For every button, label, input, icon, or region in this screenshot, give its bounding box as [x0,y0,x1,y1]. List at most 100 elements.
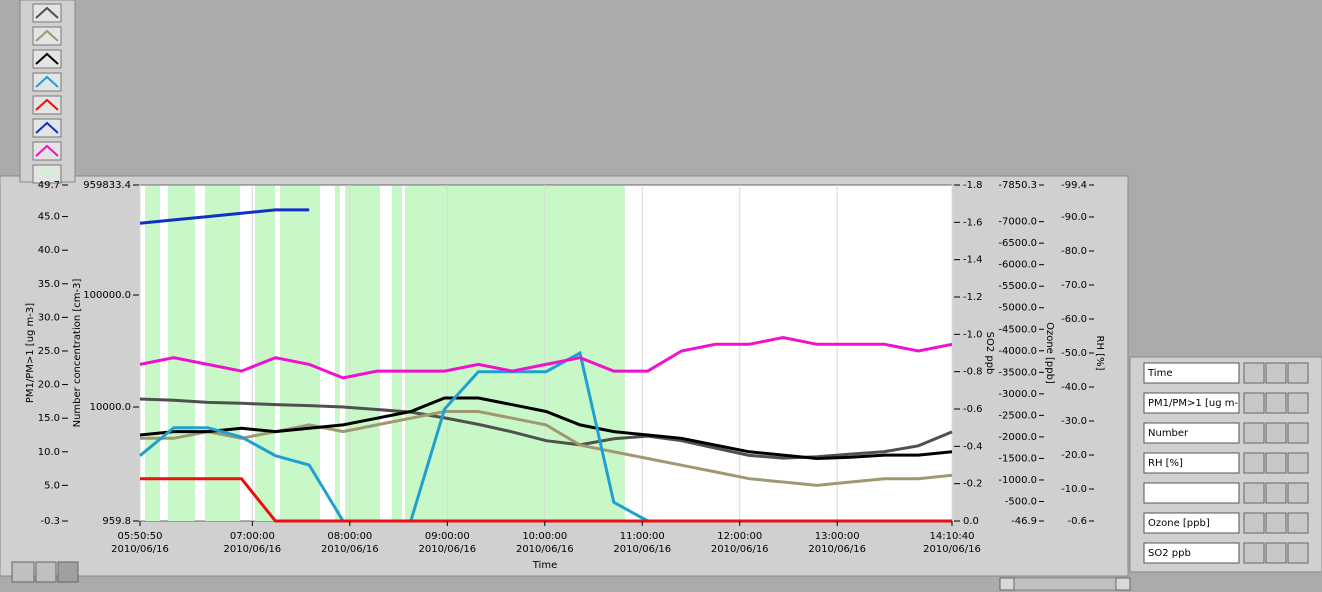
y-tick-label: -4500.0 [998,324,1037,335]
legend-icon [35,98,59,111]
y-tick-label: -40.0 [1061,382,1087,393]
scale-button[interactable] [1265,482,1287,504]
scale-button[interactable] [1243,512,1265,534]
y-axis-title: Number concentration [cm-3] [72,279,83,428]
scale-button[interactable] [1287,482,1309,504]
scale-name: PM1/PM>1 [ug m- [1148,398,1238,409]
scale-name-box [1143,542,1240,564]
y-tick-label: -1.2 [963,292,983,303]
cursor-tool[interactable] [11,561,35,583]
legend-icon [35,167,59,180]
y-tick-label: -0.4 [963,441,983,452]
y-tick-label: -0.2 [963,479,983,490]
y-tick-label: 25.0 [38,346,60,357]
scale-button[interactable] [1265,452,1287,474]
y-tick-label: -1500.0 [998,453,1037,464]
scale-name: SO2 ppb [1148,548,1191,559]
legend-icon [35,52,59,65]
scroll-left[interactable] [999,577,1015,591]
scale-name-box [1143,482,1240,504]
y-tick-label: 35.0 [38,279,60,290]
scale-button[interactable] [1243,362,1265,384]
shaded-span [404,186,625,521]
x-tick-label: 14:10:40 [930,531,975,542]
y-tick-label: 10000.0 [90,402,131,413]
y-tick-label: 49.7 [38,180,60,191]
y-tick-label: -10.0 [1061,484,1087,495]
shaded-span [145,186,161,521]
x-tick-date: 2010/06/16 [224,544,282,555]
scale-button[interactable] [1243,542,1265,564]
legend-icon [35,6,59,19]
x-tick-date: 2010/06/16 [418,544,476,555]
series-line [139,396,953,461]
y-tick-label: 20.0 [38,380,60,391]
scale-name: Number [1148,428,1189,439]
x-tick-date: 2010/06/16 [808,544,866,555]
legend-icon-box [32,72,62,92]
y-tick-label: 40.0 [38,245,60,256]
y-tick-label: -60.0 [1061,314,1087,325]
y-tick-label: -90.0 [1061,212,1087,223]
shaded-span [334,186,341,521]
shaded-span [280,186,320,521]
scale-button[interactable] [1265,512,1287,534]
scale-button[interactable] [1287,362,1309,384]
scale-button[interactable] [1243,422,1265,444]
scale-button[interactable] [1265,362,1287,384]
y-tick-label: -0.3 [40,516,60,527]
series-line [140,477,952,523]
y-tick-label: -46.9 [1011,516,1037,527]
y-axis-title: PM1/PM>1 [ug m-3] [25,303,36,403]
scale-name: RH [%] [1148,458,1183,469]
scale-button[interactable] [1243,482,1265,504]
x-tick-label: 07:00:00 [230,531,275,542]
y-axis-title: Ozone [ppb] [1044,322,1055,384]
shaded-span [254,186,275,521]
series-line [139,397,953,460]
scale-button[interactable] [1287,542,1309,564]
x-tick-date: 2010/06/16 [111,544,169,555]
scroll-right[interactable] [1115,577,1131,591]
scale-name-box [1143,422,1240,444]
legend-icon-box [32,118,62,138]
scrollbar-track[interactable] [999,577,1131,591]
scale-button[interactable] [1243,392,1265,414]
scale-button[interactable] [1287,512,1309,534]
scale-name-box [1143,512,1240,534]
pan-tool[interactable] [57,561,79,583]
legend-icon-box [32,164,62,184]
toolbar [11,561,79,583]
y-tick-label: 100000.0 [83,290,131,301]
legend-icon-box [32,3,62,23]
x-tick-label: 05:50:50 [118,531,163,542]
scale-name: Time [1147,368,1172,379]
y-tick-label: -7850.3 [998,180,1037,191]
scale-button[interactable] [1287,452,1309,474]
shaded-span [167,186,195,521]
x-tick-label: 12:00:00 [717,531,762,542]
y-tick-label: -0.6 [963,404,983,415]
x-tick-label: 13:00:00 [815,531,860,542]
x-tick-date: 2010/06/16 [923,544,981,555]
scale-button[interactable] [1265,422,1287,444]
scale-button[interactable] [1243,452,1265,474]
y-tick-label: -0.6 [1067,516,1087,527]
scale-button[interactable] [1287,422,1309,444]
x-tick-date: 2010/06/16 [711,544,769,555]
y-tick-label: -30.0 [1061,416,1087,427]
x-tick-label: 08:00:00 [327,531,372,542]
y-tick-label: 10.0 [38,447,60,458]
zoom-tool[interactable] [35,561,57,583]
y-tick-label: -2000.0 [998,432,1037,443]
y-tick-label: -5500.0 [998,281,1037,292]
y-tick-label: -500.0 [1005,496,1037,507]
scale-button[interactable] [1265,542,1287,564]
scale-button[interactable] [1265,392,1287,414]
scale-button[interactable] [1287,392,1309,414]
y-tick-label: -1.8 [963,180,983,191]
legend-icon-box [32,26,62,46]
y-tick-label: -99.4 [1061,180,1087,191]
scale-name-box [1143,452,1240,474]
